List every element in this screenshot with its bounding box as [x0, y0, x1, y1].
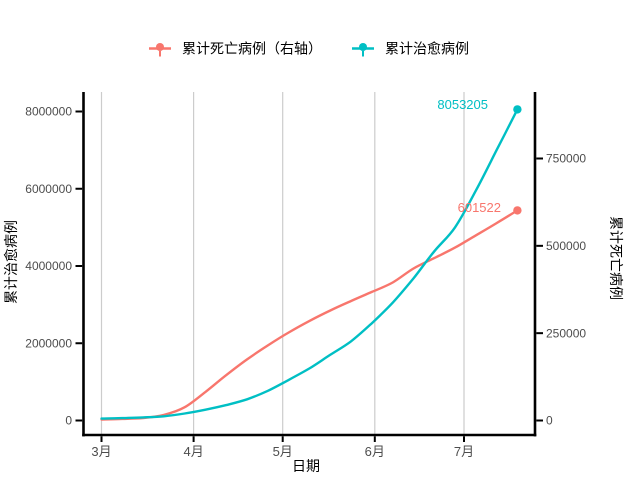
x-axis-title: 日期	[292, 458, 320, 474]
right-axis-tick-label: 500000	[546, 239, 586, 253]
x-axis-tick-label: 5月	[273, 444, 293, 459]
x-axis-tick-label: 3月	[91, 444, 111, 459]
left-axis-tick-label: 8000000	[25, 105, 72, 119]
left-axis-tick-label: 2000000	[25, 336, 72, 350]
legend-item-label: 累计死亡病例（右轴）	[182, 41, 322, 57]
x-axis-tick-label: 7月	[454, 444, 474, 459]
line-cumulative-cured	[100, 108, 519, 420]
axes-layer	[82, 92, 537, 437]
deaths-end-value-label: 601522	[458, 200, 501, 215]
left-axis-tick-label: 4000000	[25, 259, 72, 273]
legend-key-point-icon	[156, 43, 164, 51]
right-axis-tick-label: 0	[546, 414, 553, 428]
line-cumulative-deaths	[100, 209, 519, 421]
x-axis-tick-label: 6月	[365, 444, 385, 459]
endpoint-cumulative-cured	[513, 105, 522, 114]
cured-end-value-label: 8053205	[437, 97, 488, 112]
gridlines-layer	[100, 92, 465, 435]
left-axis-tick-label: 0	[65, 414, 72, 428]
axis-ticks-layer: 0 2000000 4000000 6000000 8000000 0 250000 5000…	[25, 105, 586, 459]
endpoint-cumulative-deaths	[513, 206, 522, 215]
right-axis-tick-label: 250000	[546, 326, 586, 340]
titles-and-annotations-layer: 日期 累计治愈病例 累计死亡病例 601522 8053205	[3, 97, 624, 474]
legend-key-point-icon	[359, 43, 367, 51]
legend-item-label: 累计治愈病例	[385, 41, 469, 57]
left-axis-tick-label: 6000000	[25, 182, 72, 196]
left-axis-title: 累计治愈病例	[3, 220, 19, 304]
x-axis-tick-label: 4月	[183, 444, 203, 459]
legend: 累计死亡病例（右轴） 累计治愈病例	[149, 41, 469, 57]
series-layer	[100, 105, 522, 421]
right-axis-title: 累计死亡病例	[608, 216, 624, 300]
right-axis-tick-label: 750000	[546, 152, 586, 166]
